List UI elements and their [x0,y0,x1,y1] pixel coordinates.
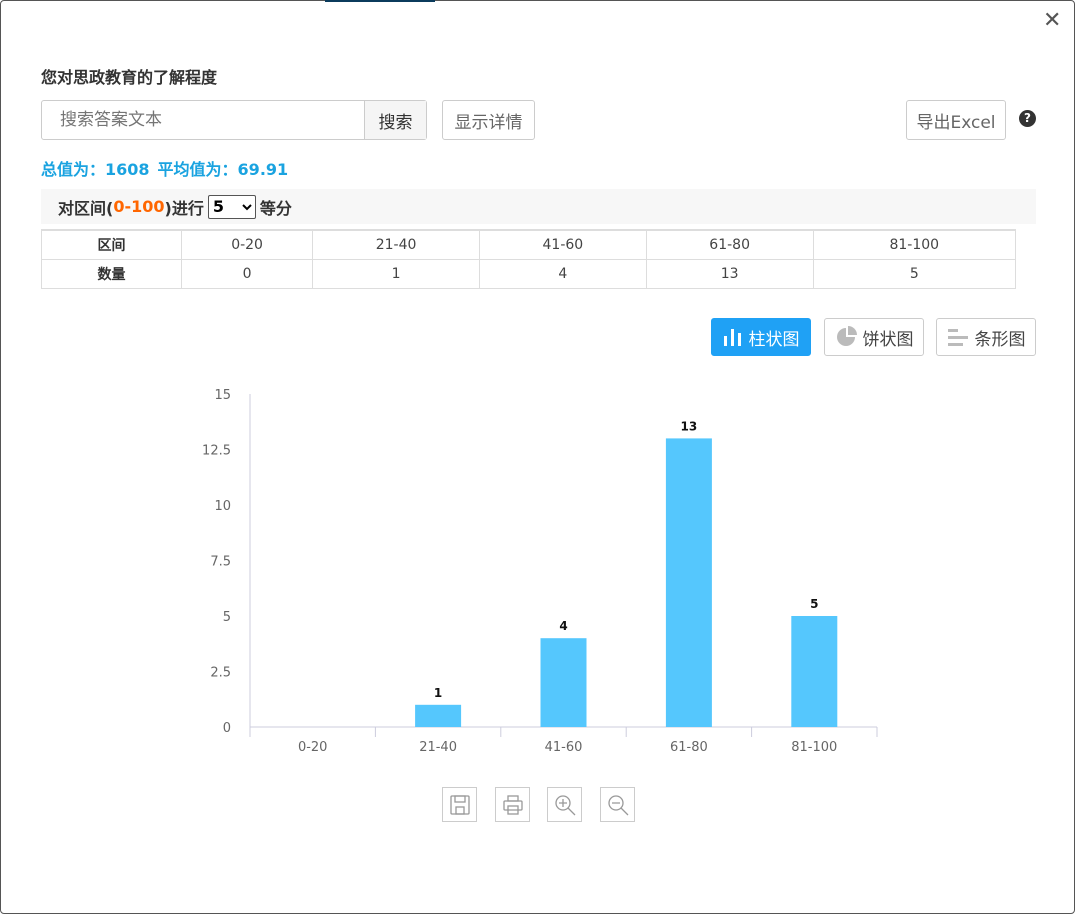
zoom-out-button[interactable] [600,787,635,822]
average-value: 平均值为：69.91 [157,160,289,179]
data-label: 13 [681,419,698,433]
button-label: 条形图 [974,329,1026,350]
search-input[interactable] [42,101,364,139]
division-select[interactable]: 5 [207,194,256,219]
y-tick-label: 2.5 [210,666,231,681]
bar-chart-button[interactable]: 柱状图 [711,318,811,356]
save-icon [449,794,470,815]
y-tick-label: 12.5 [202,444,231,459]
table-cell: 4 [478,258,647,289]
table-cell: 0-20 [180,229,314,260]
zoom-out-icon [607,794,628,815]
division-middle: )进行 [164,198,204,218]
question-circle-icon[interactable]: ? [1019,110,1036,127]
total-value: 总值为：1608 [41,160,150,179]
data-label: 4 [559,619,567,633]
header-cell: 数量 [41,258,182,289]
table-cell: 41-60 [478,229,647,260]
header-cell: 区间 [41,229,182,260]
table-row: 区间 0-20 21-40 41-60 61-80 81-100 [41,229,1017,260]
print-icon [502,794,523,815]
show-details-button[interactable]: 显示详情 [442,100,535,140]
zoom-in-button[interactable] [547,787,582,822]
bar [665,438,712,727]
y-tick-label: 7.5 [210,555,231,570]
search-button[interactable]: 搜索 [364,101,426,139]
range-table: 区间 0-20 21-40 41-60 61-80 81-100 数量 0 1 4 13 5 [41,229,1017,289]
button-label: 饼状图 [862,329,914,350]
x-tick-label: 81-100 [791,740,837,755]
table-cell: 1 [312,258,480,289]
bar-chart-icon [723,329,741,346]
print-button[interactable] [495,787,530,822]
table-cell: 0 [180,258,314,289]
x-tick-label: 41-60 [545,740,583,755]
y-tick-label: 15 [214,388,231,403]
data-label: 1 [434,686,442,700]
table-cell: 61-80 [645,229,814,260]
division-prefix: 对区间( [58,198,114,218]
x-tick-label: 0-20 [298,740,328,755]
division-bar: 对区间(0-100)进行 5 等分 [41,189,1036,224]
table-cell: 5 [812,258,1017,289]
bar [791,616,838,727]
y-tick-label: 10 [214,499,231,514]
button-label: 柱状图 [748,329,800,350]
search-box: 搜索 [41,100,427,140]
division-suffix: 等分 [259,198,292,218]
y-tick-label: 5 [223,610,231,625]
data-label: 5 [810,597,818,611]
stats: 总值为：1608 平均值为：69.91 [41,156,296,180]
x-tick-label: 21-40 [419,740,457,755]
horizontal-bar-button[interactable]: 条形图 [936,318,1036,356]
question-title: 您对思政教育的了解程度 [41,68,218,87]
bar [540,638,587,727]
x-tick-label: 61-80 [670,740,708,755]
table-cell: 13 [645,258,814,289]
division-range: 0-100 [113,197,165,216]
bar [415,704,462,727]
pie-chart-icon [836,326,857,346]
close-icon[interactable]: ✕ [1043,8,1062,33]
y-tick-label: 0 [223,721,231,736]
top-accent [325,0,435,2]
bar-chart: 0 2.5 5 7.5 10 12.5 15 0-20 21-40 1 41-60 4 61-80 13 8… [202,388,878,755]
table-cell: 81-100 [812,229,1017,260]
horizontal-bar-icon [947,329,968,346]
save-button[interactable] [442,787,477,822]
table-row: 数量 0 1 4 13 5 [41,258,1017,289]
export-excel-button[interactable]: 导出Excel [906,100,1006,140]
pie-chart-button[interactable]: 饼状图 [824,318,924,356]
zoom-in-icon [554,794,575,815]
